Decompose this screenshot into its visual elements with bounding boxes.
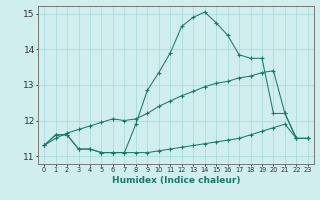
X-axis label: Humidex (Indice chaleur): Humidex (Indice chaleur) xyxy=(112,176,240,185)
